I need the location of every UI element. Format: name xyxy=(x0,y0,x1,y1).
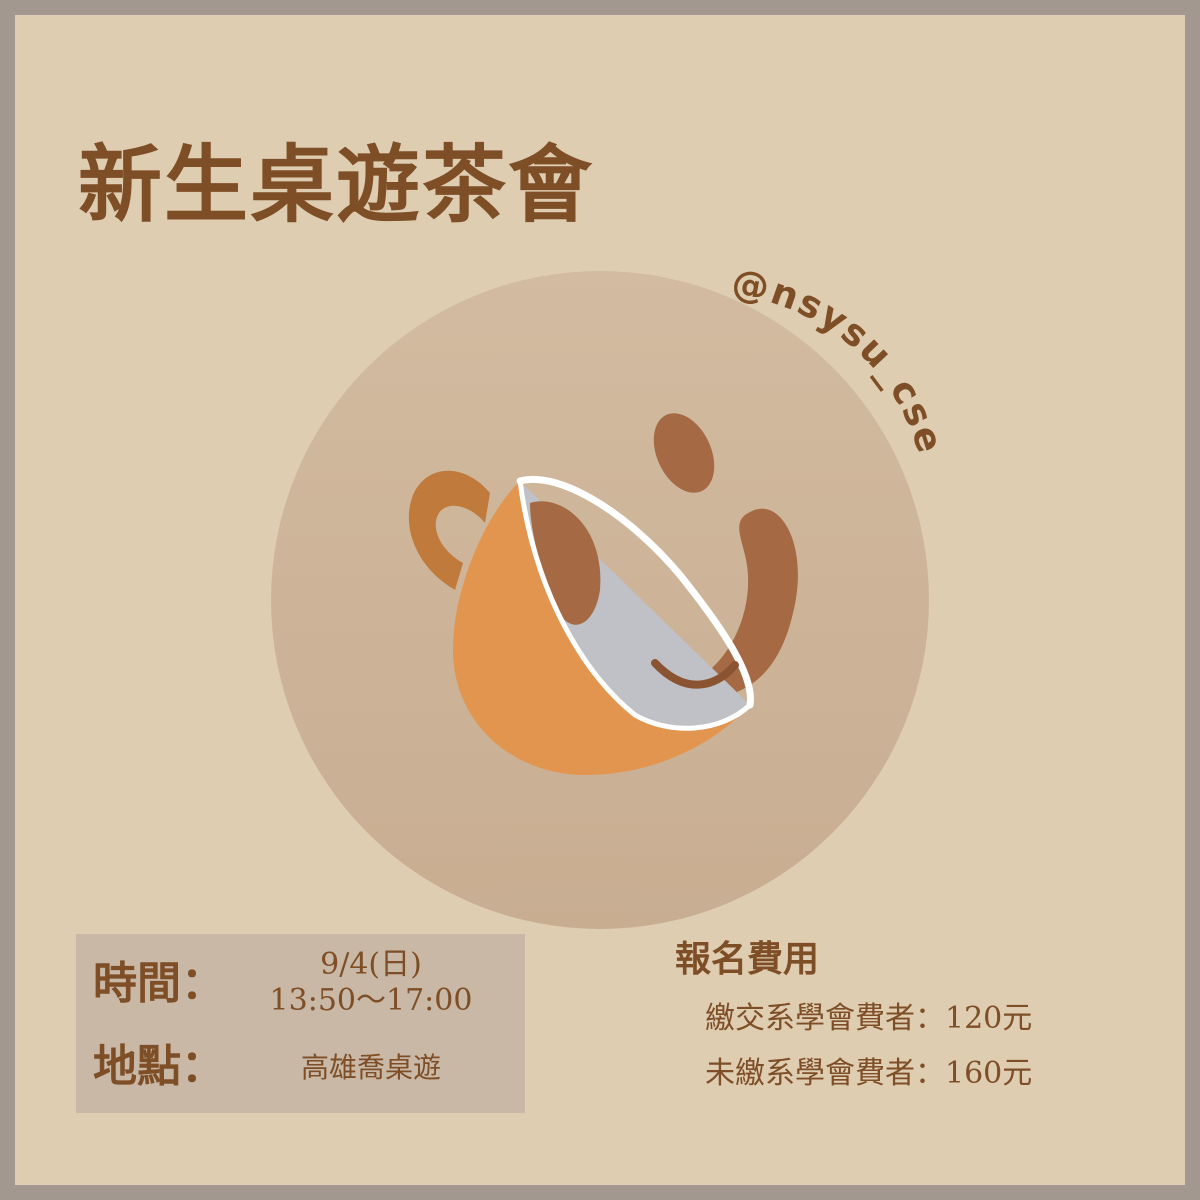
event-date: 9/4(日) xyxy=(320,947,422,982)
tilted-coffee-cup-icon xyxy=(408,470,754,776)
fee-unpaid-line: 未繳系學會費者：160元 xyxy=(705,1056,1033,1091)
event-poster: 新生桌遊茶會 @nsysu_cse 時間： 9/4(日) 13:50～17:00… xyxy=(15,15,1185,1185)
social-handle: @nsysu_cse xyxy=(729,261,953,460)
event-time: 13:50～17:00 xyxy=(269,983,473,1018)
fees-title: 報名費用 xyxy=(675,938,820,980)
event-place: 高雄喬桌遊 xyxy=(300,1051,441,1084)
fee-paid-line: 繳交系學會費者：120元 xyxy=(705,1001,1033,1036)
time-label: 時間： xyxy=(93,958,225,1009)
place-label: 地點： xyxy=(93,1041,225,1092)
event-info-box: 時間： 9/4(日) 13:50～17:00 地點： 高雄喬桌遊 xyxy=(76,934,525,1113)
coffee-splash-icon xyxy=(653,413,798,698)
coffee-illustration: @nsysu_cse xyxy=(408,261,953,776)
poster-title: 新生桌遊茶會 xyxy=(78,135,595,234)
